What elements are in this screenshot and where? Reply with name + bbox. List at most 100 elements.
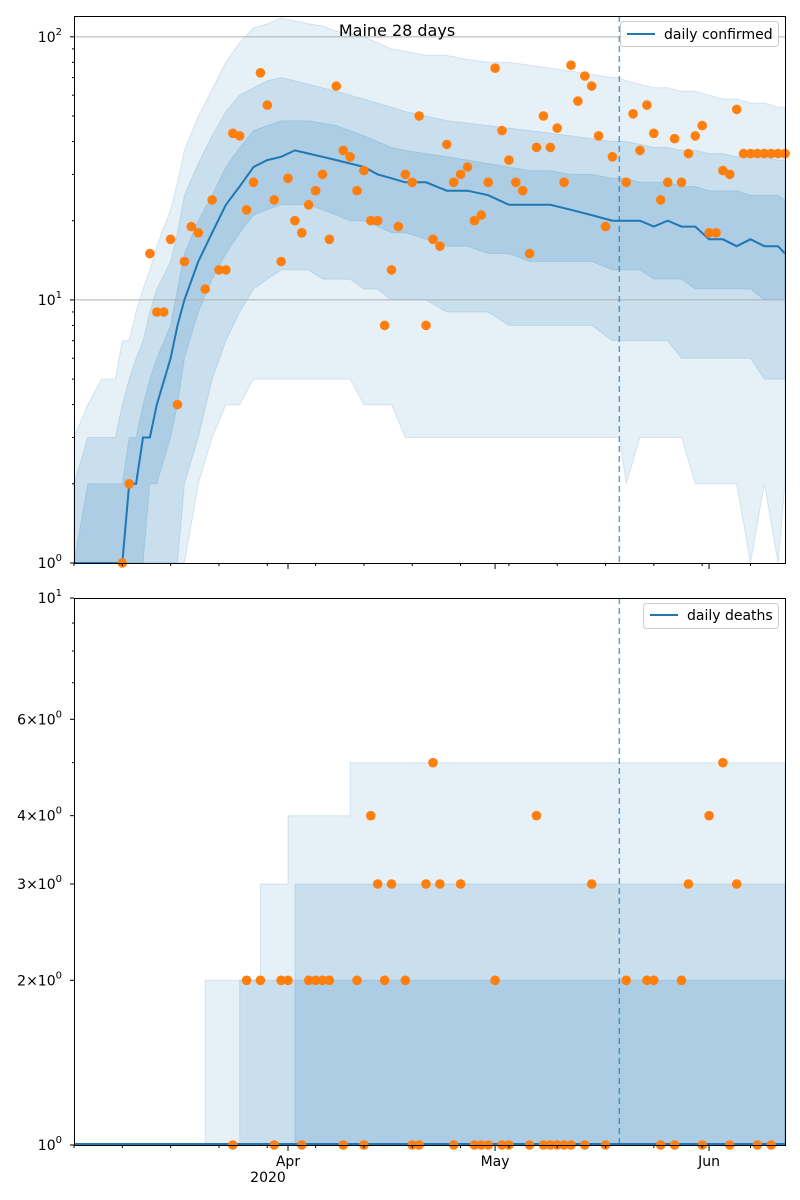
confirmed-point <box>642 100 652 110</box>
top-x-axis <box>73 563 751 569</box>
top-axes-frame <box>74 16 786 564</box>
y-tick-exponent: 0 <box>56 553 62 564</box>
confirmed-point <box>152 307 162 317</box>
confirmed-point <box>738 148 749 159</box>
confirmed-point <box>158 307 169 317</box>
confirmed-point <box>221 265 231 275</box>
bottom-data-marks <box>74 598 785 1150</box>
confirmed-point <box>248 177 259 188</box>
confirmed-point <box>317 169 328 180</box>
y-tick-exponent: 0 <box>56 1135 62 1146</box>
death-point <box>317 975 328 986</box>
confirmed-point <box>517 185 528 196</box>
confirmed-point <box>690 131 701 141</box>
confirmed-point <box>393 221 404 232</box>
death-point <box>400 975 411 986</box>
y-tick-exponent: 0 <box>56 874 62 885</box>
confirmed-point <box>366 215 376 226</box>
confirmed-point <box>442 139 452 150</box>
confirmed-point <box>241 205 252 215</box>
confirmed-point <box>290 215 300 226</box>
confirmed-point <box>580 71 590 81</box>
death-point <box>283 975 293 986</box>
confirmed-point <box>359 165 369 176</box>
confirmed-point <box>600 221 611 232</box>
confirmed-point <box>435 241 445 251</box>
death-point <box>255 975 266 986</box>
death-point <box>310 975 321 986</box>
death-point <box>379 975 390 986</box>
death-point <box>731 879 742 889</box>
confirmed-point <box>234 131 245 141</box>
confirmed-point <box>504 155 514 165</box>
confirmed-point <box>607 152 618 162</box>
confirmed-point <box>324 234 335 245</box>
death-point <box>683 879 694 889</box>
death-point <box>718 757 728 768</box>
confirmed-point <box>766 148 776 159</box>
top-uncertainty-bands <box>73 17 786 564</box>
confirmed-point <box>497 125 507 136</box>
confirmed-point <box>559 177 569 188</box>
death-point <box>324 975 335 986</box>
confirmed-point <box>276 256 286 267</box>
y-tick-label: 100 <box>38 553 62 572</box>
confirmed-point <box>586 81 597 91</box>
confirmed-point <box>193 228 204 238</box>
death-point <box>649 975 659 986</box>
x-tick-label: Apr <box>276 1154 300 1170</box>
confirmed-point <box>379 320 390 331</box>
y-tick-label: 102 <box>38 27 62 46</box>
confirmed-point <box>649 128 659 139</box>
confirmed-point <box>573 96 583 106</box>
y-tick-exponent: 0 <box>56 970 62 981</box>
death-point <box>421 879 431 889</box>
confirmed-point <box>552 123 562 133</box>
chart-title: Maine 28 days <box>339 21 455 40</box>
confirmed-point <box>759 148 770 159</box>
top-legend-box <box>620 21 779 47</box>
confirmed-point <box>531 142 542 153</box>
y-tick-label: 101 <box>38 290 62 309</box>
confirmed-point <box>538 111 549 121</box>
series-line-daily-confirmed <box>74 149 786 564</box>
confirmed-point <box>745 148 756 159</box>
death-point <box>366 810 376 821</box>
y-tick-label: 2×100 <box>17 970 62 989</box>
legend-label-daily-confirmed: daily confirmed <box>664 27 773 43</box>
death-point <box>428 757 438 768</box>
confirmed-point <box>662 177 673 188</box>
confirmed-point <box>683 148 694 159</box>
confirmed-point <box>172 399 183 410</box>
confirmed-point <box>124 479 134 489</box>
x-year-label: 2020 <box>250 1170 286 1186</box>
death-point <box>386 879 397 889</box>
y-tick-label: 4×100 <box>17 806 62 825</box>
band-25-75 <box>294 979 786 1146</box>
confirmed-point <box>773 148 783 159</box>
confirmed-point <box>421 320 431 331</box>
y-tick-exponent: 1 <box>56 588 62 599</box>
confirmed-point <box>455 169 466 180</box>
confirmed-point <box>669 133 680 144</box>
top-chart-panel: 100 101 102 Maine 28 days daily confirmed <box>38 16 790 572</box>
confirmed-point <box>628 109 638 119</box>
confirmed-point <box>711 228 721 238</box>
death-point <box>704 810 714 821</box>
confirmed-point <box>752 148 763 159</box>
bottom-axes-frame <box>74 598 786 1146</box>
confirmed-point <box>200 284 210 294</box>
confirmed-point <box>297 228 307 238</box>
y-tick-exponent: 2 <box>56 27 62 38</box>
confirmed-point <box>145 248 155 259</box>
confirmed-point <box>511 177 521 188</box>
confirmed-point <box>469 215 480 226</box>
death-point <box>276 975 286 986</box>
death-point <box>676 975 687 986</box>
confirmed-point <box>621 177 631 188</box>
death-point <box>586 879 597 889</box>
confirmed-point <box>414 111 424 121</box>
confirmed-point <box>462 162 473 172</box>
bottom-x-axis: Apr May Jun <box>73 1145 751 1170</box>
